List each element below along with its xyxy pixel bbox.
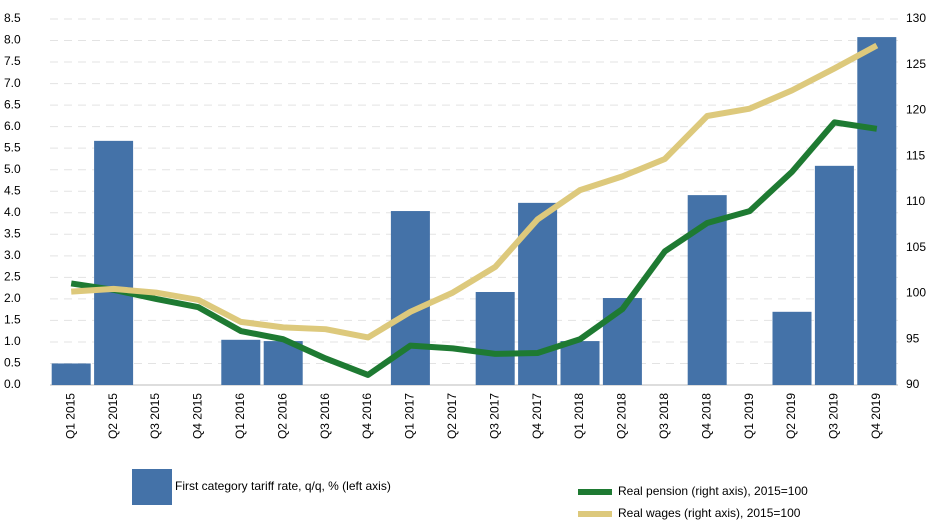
x-tick-label: Q1 2016 [233, 393, 247, 439]
y2-tick-label: 105 [906, 240, 926, 254]
y-tick-label: 3.5 [4, 226, 21, 240]
x-tick-label: Q1 2015 [63, 393, 77, 439]
x-tick-label: Q4 2016 [360, 393, 374, 439]
y-tick-label: 5.0 [4, 162, 21, 176]
bar [687, 195, 727, 385]
y2-tick-label: 115 [906, 148, 925, 162]
x-tick-label: Q3 2018 [657, 393, 671, 439]
x-tick-label: Q4 2017 [530, 393, 544, 439]
x-tick-label: Q3 2019 [827, 393, 841, 439]
line [71, 42, 879, 341]
legend-label: First category tariff rate, q/q, % (left… [175, 479, 391, 493]
x-tick-label: Q2 2017 [445, 393, 459, 439]
y-tick-label: 1.0 [4, 334, 21, 348]
legend-swatch [132, 469, 172, 505]
bar [560, 341, 600, 385]
y-tick-label: 3.0 [4, 248, 21, 262]
legend-label: Real wages (right axis), 2015=100 [618, 506, 801, 520]
y-tick-label: 2.0 [4, 291, 21, 305]
y2-tick-label: 90 [906, 377, 920, 391]
y2-tick-label: 120 [906, 103, 926, 117]
x-tick-label: Q2 2016 [275, 393, 289, 439]
y2-tick-label: 130 [906, 11, 926, 25]
x-tick-label: Q4 2018 [699, 393, 713, 439]
bar [475, 291, 515, 385]
y-tick-label: 4.0 [4, 205, 21, 219]
y-tick-label: 8.0 [4, 33, 21, 47]
x-tick-label: Q2 2015 [106, 393, 120, 439]
y-tick-label: 0.0 [4, 377, 21, 391]
x-tick-label: Q4 2019 [869, 393, 883, 439]
x-tick-label: Q1 2018 [572, 393, 586, 439]
y-tick-label: 6.5 [4, 97, 21, 111]
bar [51, 363, 91, 385]
y-tick-label: 6.0 [4, 119, 21, 133]
bar [94, 140, 134, 385]
y-tick-label: 8.5 [4, 11, 21, 25]
bar [390, 211, 430, 385]
y-tick-label: 4.5 [4, 183, 21, 197]
x-tick-label: Q3 2015 [148, 393, 162, 439]
legend-label: Real pension (right axis), 2015=100 [618, 484, 808, 498]
bar [857, 37, 897, 385]
bar [772, 311, 812, 385]
y2-tick-label: 125 [906, 57, 926, 71]
bar [814, 165, 854, 385]
y2-tick-label: 95 [906, 331, 920, 345]
line [70, 119, 878, 378]
y-tick-label: 7.5 [4, 54, 21, 68]
y-tick-label: 0.5 [4, 356, 21, 370]
x-tick-label: Q2 2019 [784, 393, 798, 439]
y2-tick-label: 100 [906, 286, 926, 300]
x-tick-label: Q3 2017 [487, 393, 501, 439]
x-tick-label: Q3 2016 [318, 393, 332, 439]
bar [518, 202, 558, 385]
x-tick-label: Q1 2017 [403, 393, 417, 439]
y-tick-label: 5.5 [4, 140, 21, 154]
y-tick-label: 2.5 [4, 270, 21, 284]
y2-tick-label: 110 [906, 194, 925, 208]
x-tick-label: Q4 2015 [191, 393, 205, 439]
x-tick-label: Q1 2019 [742, 393, 756, 439]
y-tick-label: 7.0 [4, 76, 21, 90]
y-tick-label: 1.5 [4, 313, 21, 327]
bar [221, 339, 261, 385]
x-tick-label: Q2 2018 [615, 393, 629, 439]
